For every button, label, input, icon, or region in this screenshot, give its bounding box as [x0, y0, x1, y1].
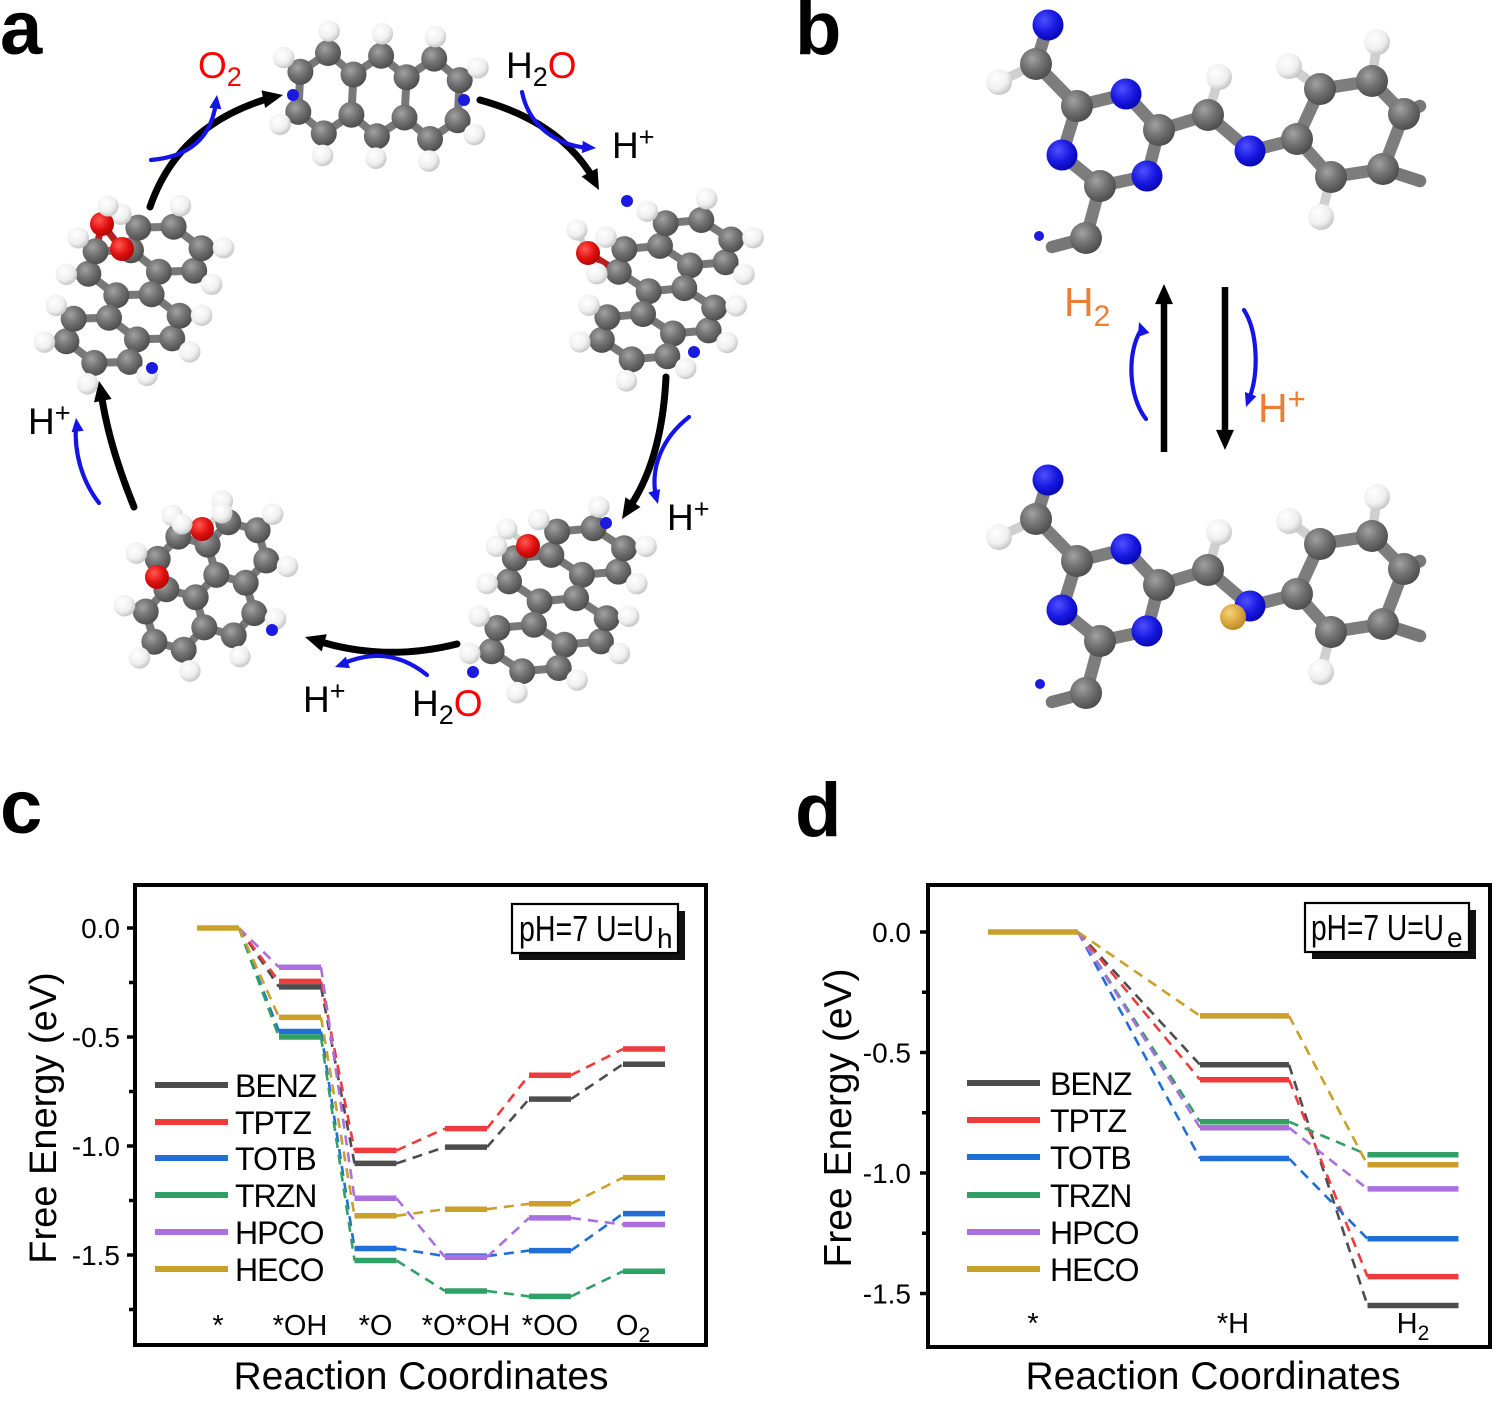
svg-text:TRZN: TRZN [1050, 1178, 1131, 1214]
svg-text:-0.5: -0.5 [863, 1038, 911, 1069]
svg-text:*H: *H [1217, 1308, 1249, 1340]
svg-text:HECO: HECO [1050, 1252, 1139, 1288]
svg-text:-1.5: -1.5 [72, 1240, 120, 1271]
svg-text:Free Energy (eV): Free Energy (eV) [23, 972, 65, 1263]
svg-text:TOTB: TOTB [235, 1141, 316, 1177]
svg-text:BENZ: BENZ [235, 1068, 317, 1104]
svg-text:-0.5: -0.5 [72, 1022, 120, 1053]
svg-text:-1.0: -1.0 [863, 1158, 911, 1189]
svg-text:0.0: 0.0 [872, 917, 911, 948]
svg-text:H+: H+ [1258, 381, 1306, 431]
svg-text:a: a [0, 0, 43, 71]
svg-text:Reaction Coordinates: Reaction Coordinates [1025, 1355, 1400, 1397]
svg-text:H+: H+ [28, 398, 71, 442]
svg-text:e: e [1447, 922, 1463, 953]
svg-text:h: h [657, 923, 673, 954]
svg-text:TRZN: TRZN [235, 1178, 316, 1214]
svg-text:TOTB: TOTB [1050, 1140, 1131, 1176]
svg-text:*O: *O [359, 1310, 393, 1342]
svg-text:TPTZ: TPTZ [235, 1105, 311, 1141]
svg-text:*O*OH: *O*OH [422, 1310, 511, 1342]
svg-text:*OO: *OO [522, 1310, 578, 1342]
svg-text:HPCO: HPCO [1050, 1215, 1139, 1251]
svg-text:HPCO: HPCO [235, 1215, 324, 1251]
svg-text:HECO: HECO [235, 1252, 324, 1288]
svg-text:-1.0: -1.0 [72, 1131, 120, 1162]
svg-text:b: b [795, 0, 841, 71]
svg-text:c: c [0, 765, 42, 850]
svg-text:d: d [795, 768, 841, 853]
svg-text:*OH: *OH [273, 1310, 328, 1342]
svg-text:TPTZ: TPTZ [1050, 1103, 1126, 1139]
svg-text:*: * [212, 1310, 223, 1342]
svg-text:*: * [1027, 1308, 1038, 1340]
svg-text:Free Energy (eV): Free Energy (eV) [817, 968, 860, 1267]
svg-text:Reaction Coordinates: Reaction Coordinates [233, 1355, 608, 1397]
svg-text:H+: H+ [303, 676, 346, 720]
svg-text:0.0: 0.0 [81, 913, 120, 944]
svg-text:pH=7 U=U: pH=7 U=U [1311, 907, 1444, 948]
svg-text:pH=7 U=U: pH=7 U=U [519, 908, 654, 949]
svg-text:-1.5: -1.5 [863, 1279, 911, 1310]
svg-text:BENZ: BENZ [1050, 1066, 1132, 1102]
